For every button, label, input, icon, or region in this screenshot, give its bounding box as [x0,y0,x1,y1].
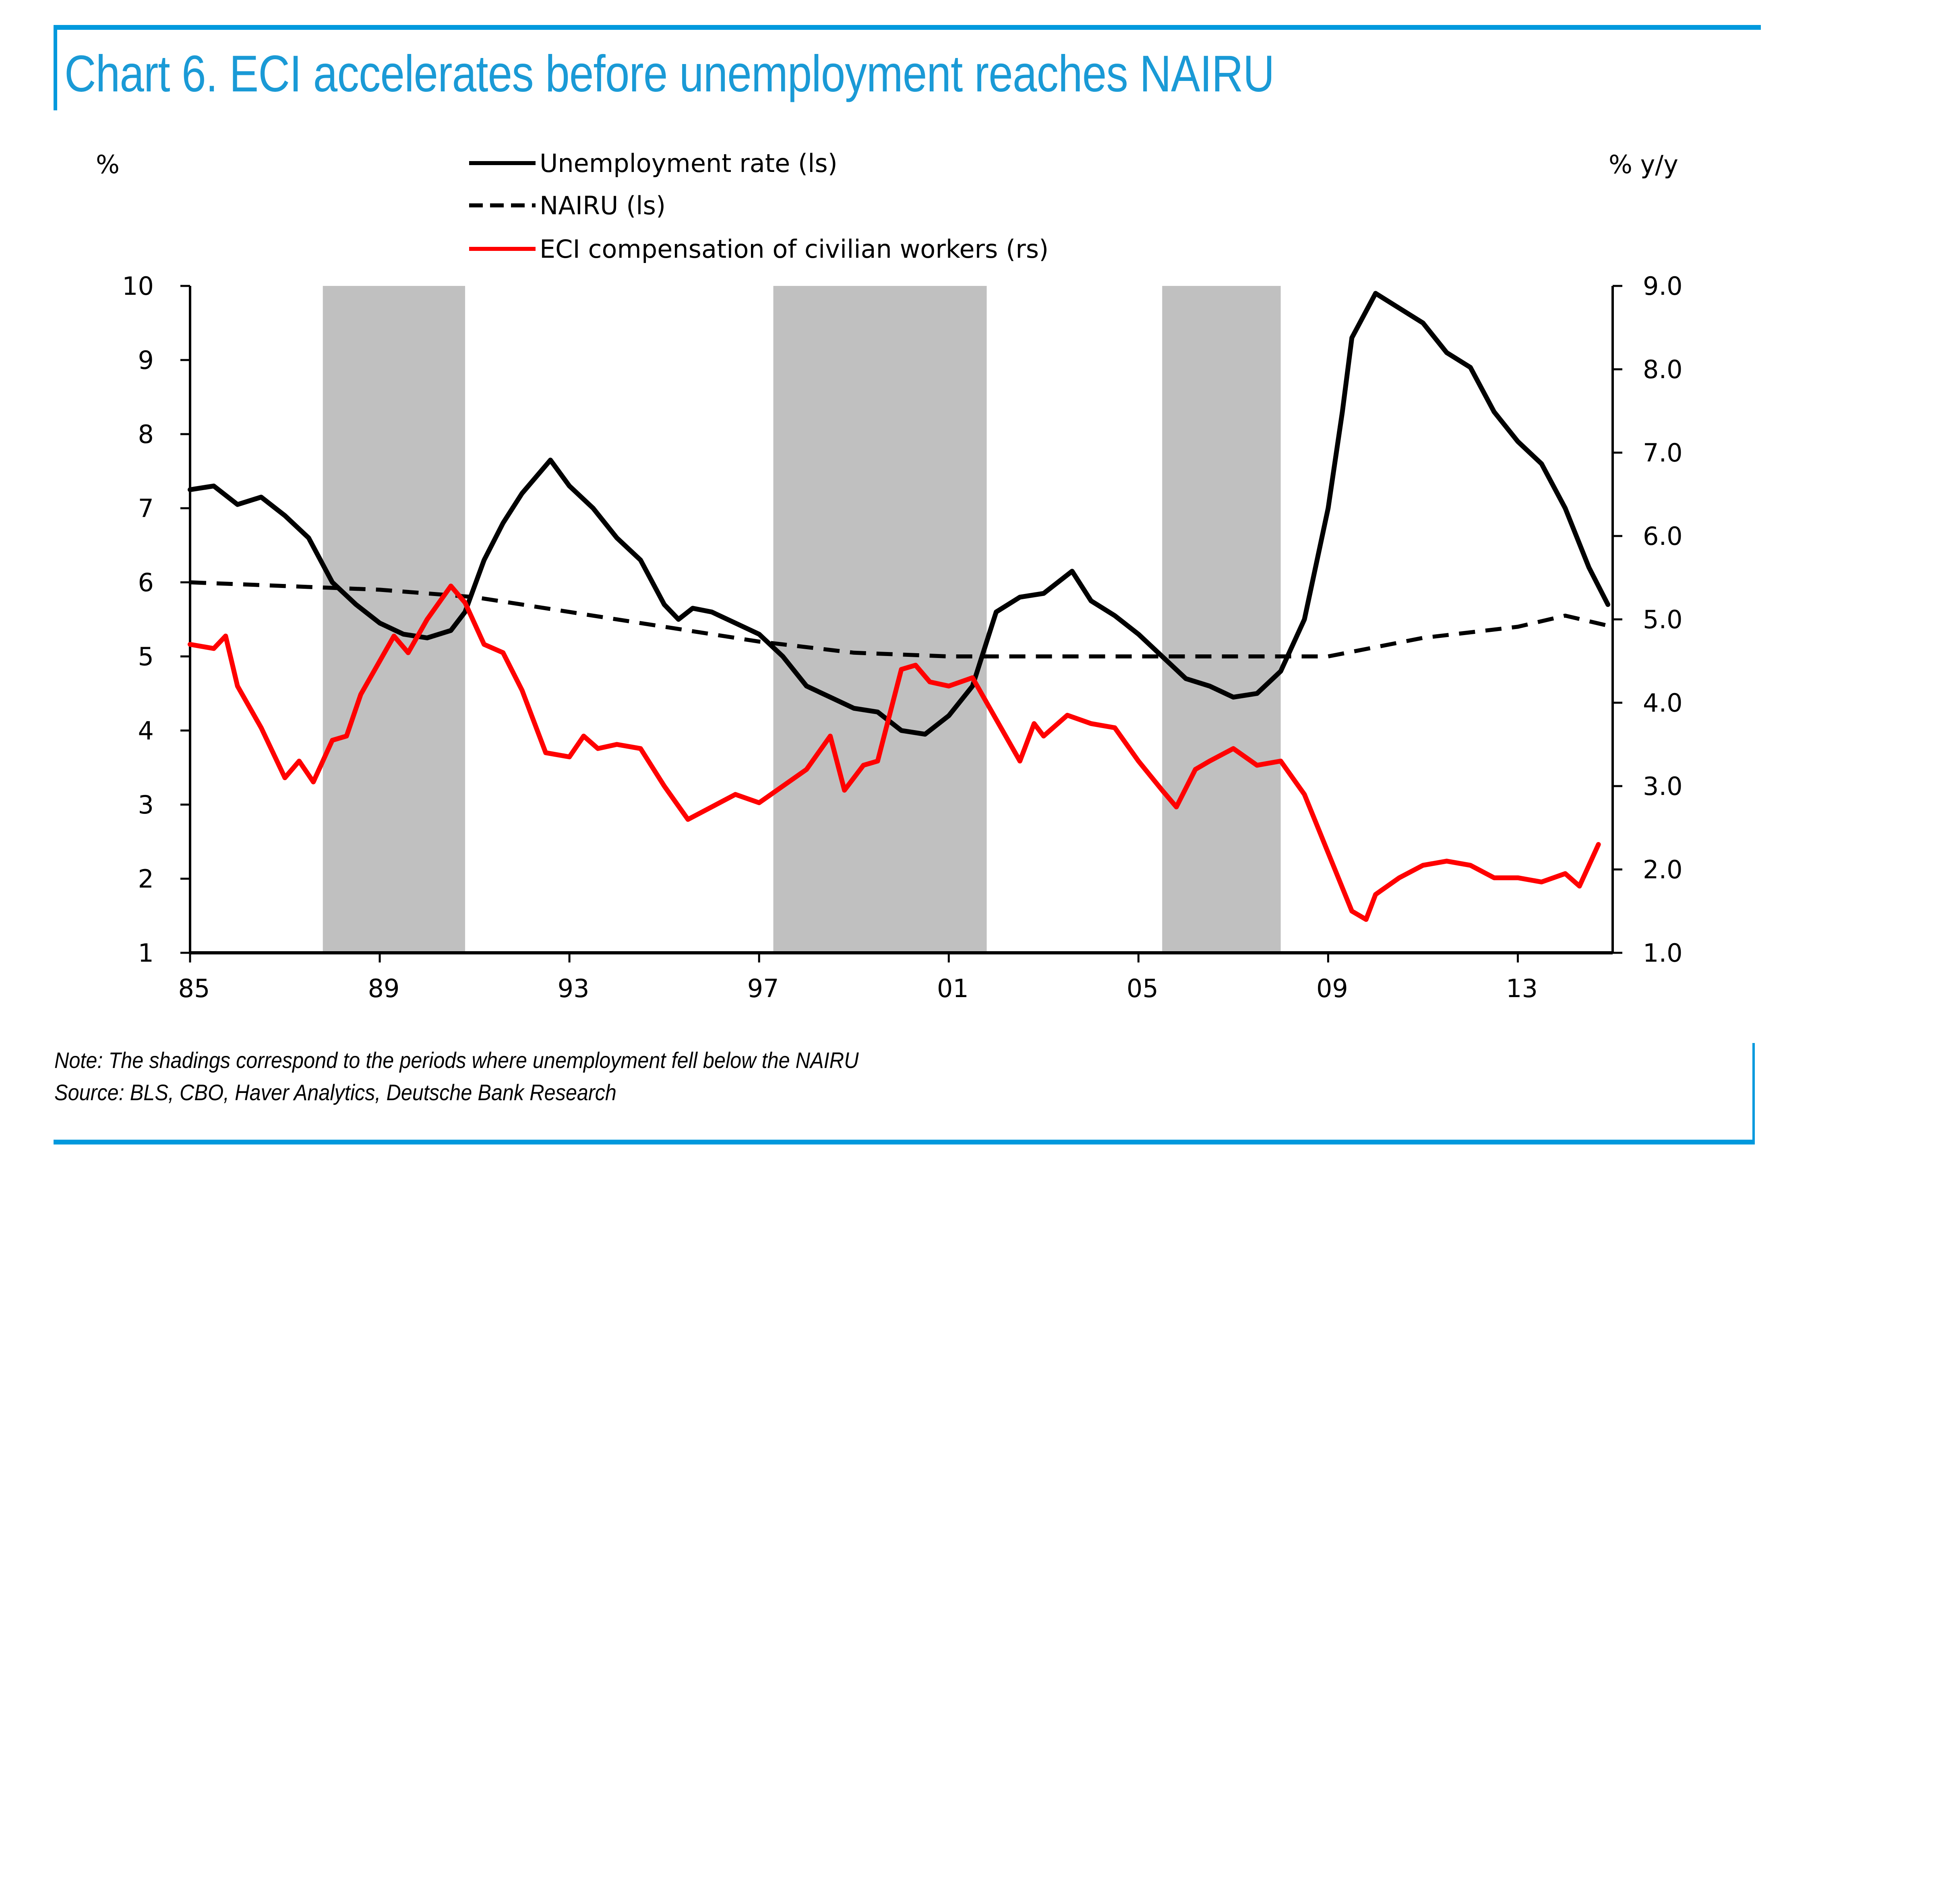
y-left-tick-label: 1 [138,938,154,968]
y-right-tick-label: 5.0 [1643,605,1683,634]
x-tick-label: 09 [1316,974,1348,1003]
chart-note: Note: The shadings correspond to the per… [54,1047,859,1073]
chart-title: Chart 6. ECI accelerates before unemploy… [64,45,1274,103]
x-tick-label: 93 [558,974,589,1003]
y-right-tick-label: 3.0 [1643,772,1683,801]
chart-svg: 123456789101.02.03.04.05.06.07.08.09.085… [96,149,1683,1003]
y-left-tick-label: 3 [138,790,154,820]
y-left-tick-label: 5 [138,642,154,671]
y-left-tick-label: 7 [138,494,154,523]
axes: 123456789101.02.03.04.05.06.07.08.09.085… [96,150,1683,1003]
y-left-tick-label: 6 [138,568,154,597]
y-right-tick-label: 4.0 [1643,688,1683,718]
legend-label: NAIRU (ls) [540,191,666,220]
shaded-period [323,286,465,953]
y-left-tick-label: 8 [138,420,154,449]
series-lines [188,291,1613,922]
shaded-period [1162,286,1281,953]
y-right-tick-label: 1.0 [1643,938,1683,968]
y-right-tick-label: 6.0 [1643,522,1683,551]
y-right-tick-label: 9.0 [1643,271,1683,301]
y-left-tick-label: 4 [138,716,154,745]
x-tick-label: 13 [1506,974,1538,1003]
shaded-periods [323,286,1281,953]
frame-bottom-rule [54,1140,1755,1144]
y-left-tick-label: 2 [138,864,154,894]
legend-label: Unemployment rate (ls) [540,149,838,178]
frame-top-rule [54,25,1761,30]
frame-right-rule [1752,1043,1755,1144]
left-axis-unit-label: % [96,150,120,179]
x-tick-label: 85 [178,974,210,1003]
series-line-eci-compensation-of-civilian-workers-rs [188,584,1601,922]
shaded-period [773,286,987,953]
chart-source: Source: BLS, CBO, Haver Analytics, Deuts… [54,1080,616,1105]
legend: Unemployment rate (ls) NAIRU (ls) ECI comp… [469,149,1049,264]
y-right-tick-label: 7.0 [1643,438,1683,468]
x-tick-label: 97 [747,974,779,1003]
x-tick-label: 01 [937,974,969,1003]
y-right-tick-label: 8.0 [1643,355,1683,384]
legend-label: ECI compensation of civilian workers (rs… [540,234,1049,264]
y-right-tick-label: 2.0 [1643,855,1683,884]
frame-left-rule [54,25,57,110]
y-left-tick-label: 10 [122,271,154,301]
y-left-tick-label: 9 [138,346,154,375]
right-axis-unit-label: % y/y [1609,150,1678,179]
x-tick-label: 89 [368,974,400,1003]
x-tick-label: 05 [1127,974,1158,1003]
